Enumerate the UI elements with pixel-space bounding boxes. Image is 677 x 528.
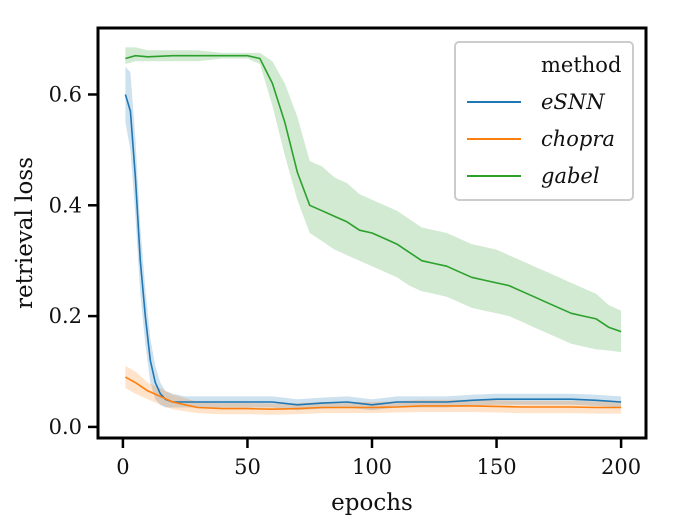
x-axis: 0 50 100 150 200	[116, 438, 641, 479]
y-axis-label: retrieval loss	[12, 157, 38, 309]
x-tick-label: 50	[234, 455, 261, 479]
x-tick-label: 200	[601, 455, 641, 479]
series-lines	[124, 54, 622, 411]
band-gabel	[125, 47, 622, 353]
y-tick-label: 0.4	[49, 193, 82, 217]
line-esnn	[124, 94, 622, 406]
x-tick-label: 0	[116, 455, 129, 479]
confidence-bands	[125, 47, 622, 415]
line-chopra	[125, 376, 622, 411]
x-tick-label: 150	[476, 455, 516, 479]
legend-label-gabel: gabel	[541, 164, 600, 188]
legend-label-esnn: eSNN	[541, 90, 605, 114]
legend: method eSNN chopra gabel	[454, 41, 634, 201]
y-tick-label: 0.0	[49, 415, 82, 439]
legend-items: eSNN chopra gabel	[467, 90, 615, 188]
x-axis-label: epochs	[331, 490, 413, 516]
y-axis: 0.0 0.2 0.4 0.6	[49, 82, 98, 439]
x-tick-label: 100	[352, 455, 392, 479]
legend-box	[454, 41, 634, 201]
legend-title: method	[541, 53, 621, 77]
line-gabel	[125, 54, 622, 333]
band-chopra	[125, 366, 622, 415]
legend-label-chopra: chopra	[541, 127, 615, 151]
y-tick-label: 0.6	[49, 82, 82, 106]
y-tick-label: 0.2	[49, 304, 82, 328]
